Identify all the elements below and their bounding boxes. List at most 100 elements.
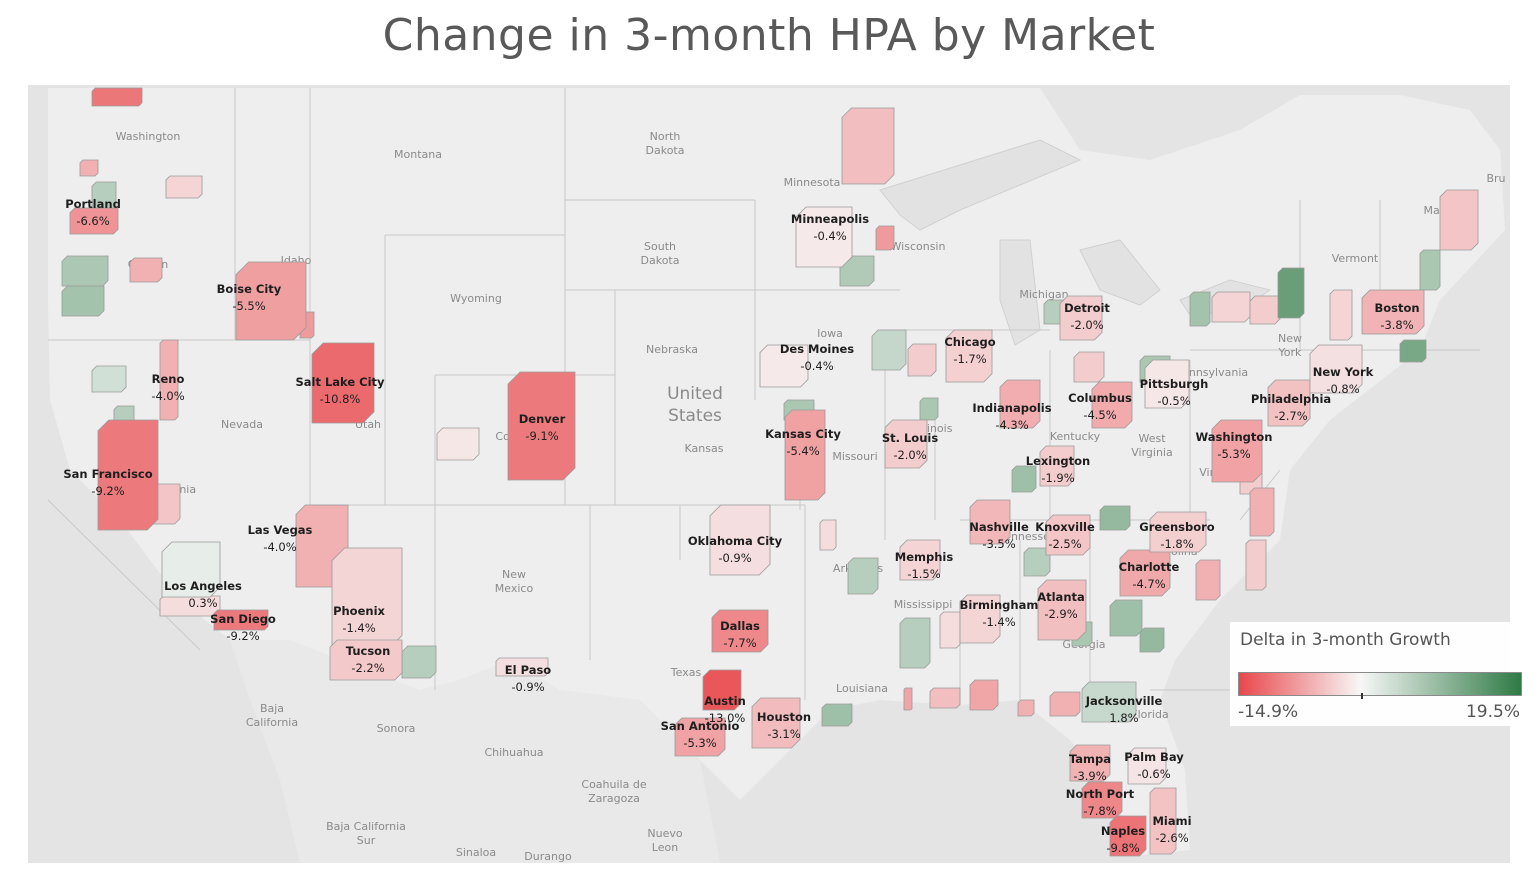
metro-area-shape[interactable] — [1399, 339, 1427, 363]
market-label-portland[interactable]: Portland -6.6% — [65, 197, 121, 228]
market-label-austin[interactable]: Austin -13.0% — [704, 694, 746, 725]
metro-area-shape[interactable] — [1277, 267, 1305, 319]
metro-area-shape[interactable] — [1329, 289, 1353, 341]
metro-area-shape[interactable] — [1017, 699, 1035, 717]
metro-area-shape[interactable] — [165, 175, 203, 199]
metro-area-shape[interactable] — [1195, 559, 1221, 601]
metro-area-shape[interactable] — [1073, 351, 1105, 383]
metro-shape-salt-lake-city[interactable] — [311, 342, 375, 424]
metro-shape-los-angeles[interactable] — [161, 541, 221, 598]
metro-shape-san-antonio[interactable] — [674, 717, 726, 757]
metro-area-shape[interactable] — [929, 687, 961, 709]
metro-shape-reno[interactable] — [159, 339, 179, 421]
market-label-lexington[interactable]: Lexington -1.9% — [1026, 454, 1091, 485]
metro-shape-greensboro[interactable] — [1149, 511, 1207, 553]
metro-shape-minneapolis[interactable] — [795, 206, 853, 268]
market-label-houston[interactable]: Houston -3.1% — [757, 710, 811, 741]
metro-shape-jacksonville[interactable] — [1081, 681, 1137, 723]
market-label-palm-bay[interactable]: Palm Bay -0.6% — [1124, 750, 1184, 781]
us-market-map[interactable]: Washington Montana North Dakota Minnesota Sou… — [28, 85, 1510, 863]
market-label-memphis[interactable]: Memphis -1.5% — [895, 550, 954, 581]
metro-area-shape[interactable] — [939, 611, 961, 649]
metro-shape-houston[interactable] — [751, 697, 801, 749]
metro-area-shape[interactable] — [61, 255, 109, 287]
metro-shape-st-louis[interactable] — [884, 419, 928, 469]
metro-area-shape[interactable] — [1211, 291, 1251, 323]
metro-shape-kansas-city[interactable] — [784, 409, 826, 501]
market-label-detroit[interactable]: Detroit -2.0% — [1064, 301, 1110, 332]
metro-area-shape[interactable] — [91, 87, 143, 107]
metro-area-shape[interactable] — [1049, 691, 1081, 717]
market-label-las-vegas[interactable]: Las Vegas -4.0% — [248, 523, 313, 554]
market-label-boise-city[interactable]: Boise City -5.5% — [217, 282, 282, 313]
metro-shape-pittsburgh[interactable] — [1144, 359, 1190, 409]
market-label-reno[interactable]: Reno -4.0% — [151, 372, 184, 403]
metro-area-shape[interactable] — [1011, 465, 1037, 493]
metro-shape-boise-city[interactable] — [235, 261, 307, 341]
metro-shape-birmingham[interactable] — [959, 594, 1001, 644]
market-label-new-york[interactable]: New York -0.8% — [1313, 365, 1374, 396]
metro-shape-des-moines[interactable] — [759, 344, 809, 388]
metro-shape-detroit[interactable] — [1059, 295, 1103, 341]
metro-area-shape[interactable] — [969, 679, 999, 711]
market-label-miami[interactable]: Miami -2.6% — [1152, 814, 1191, 845]
market-label-philadelphia[interactable]: Philadelphia -2.7% — [1251, 392, 1331, 423]
market-label-greensboro[interactable]: Greensboro -1.8% — [1139, 520, 1215, 551]
market-label-columbus[interactable]: Columbus -4.5% — [1068, 391, 1132, 422]
market-label-tucson[interactable]: Tucson -2.2% — [346, 644, 391, 675]
metro-area-shape[interactable] — [436, 427, 480, 461]
metro-shape-tampa[interactable] — [1069, 744, 1111, 782]
metro-area-shape[interactable] — [1419, 249, 1441, 291]
metro-area-shape[interactable] — [847, 557, 879, 595]
metro-area-shape[interactable] — [1439, 189, 1479, 251]
metro-area-shape[interactable] — [61, 285, 105, 317]
market-label-chicago[interactable]: Chicago -1.7% — [944, 335, 995, 366]
market-label-jacksonville[interactable]: Jacksonville 1.8% — [1085, 694, 1163, 725]
metro-area-shape[interactable] — [1099, 505, 1131, 531]
metro-area-shape[interactable] — [1139, 627, 1165, 653]
metro-shape-portland[interactable] — [69, 207, 119, 235]
metro-shape-boston[interactable] — [1361, 289, 1425, 335]
market-label-north-port[interactable]: North Port -7.8% — [1066, 787, 1135, 818]
metro-area-shape[interactable] — [79, 159, 99, 177]
market-label-indianapolis[interactable]: Indianapolis -4.3% — [972, 401, 1051, 432]
metro-shape-naples[interactable] — [1109, 815, 1147, 857]
market-label-el-paso[interactable]: El Paso -0.9% — [505, 663, 552, 694]
metro-area-shape[interactable] — [1189, 291, 1211, 327]
metro-area-shape[interactable] — [1109, 599, 1143, 637]
metro-shape-el-paso[interactable] — [495, 657, 549, 677]
metro-shape-atlanta[interactable] — [1037, 579, 1087, 641]
market-label-dallas[interactable]: Dallas -7.7% — [720, 619, 760, 650]
market-label-nashville[interactable]: Nashville -3.5% — [969, 520, 1029, 551]
market-label-salt-lake-city[interactable]: Salt Lake City -10.8% — [295, 375, 385, 406]
metro-shape-dallas[interactable] — [711, 609, 769, 653]
metro-shape-tucson[interactable] — [329, 639, 403, 681]
market-label-des-moines[interactable]: Des Moines -0.4% — [780, 342, 854, 373]
market-label-birmingham[interactable]: Birmingham -1.4% — [960, 598, 1039, 629]
market-label-san-francisco[interactable]: San Francisco -9.2% — [63, 467, 152, 498]
metro-shape-san-diego[interactable] — [213, 609, 269, 631]
market-label-tampa[interactable]: Tampa -3.9% — [1069, 752, 1111, 783]
metro-shape-indianapolis[interactable] — [999, 379, 1041, 429]
metro-area-shape[interactable] — [1245, 539, 1267, 591]
metro-shape-miami[interactable] — [1149, 787, 1177, 855]
market-label-charlotte[interactable]: Charlotte -4.7% — [1119, 560, 1180, 591]
metro-shape-new-york[interactable] — [1309, 344, 1363, 394]
metro-shape-denver[interactable] — [507, 371, 576, 481]
market-label-pittsburgh[interactable]: Pittsburgh -0.5% — [1140, 377, 1209, 408]
market-label-oklahoma-city[interactable]: Oklahoma City -0.9% — [688, 534, 783, 565]
metro-area-shape[interactable] — [871, 329, 907, 371]
metro-shape-knoxville[interactable] — [1045, 514, 1091, 556]
metro-area-shape[interactable] — [401, 645, 437, 679]
market-label-atlanta[interactable]: Atlanta -2.9% — [1037, 590, 1085, 621]
metro-shape-austin[interactable] — [702, 669, 742, 711]
metro-shape-palm-bay[interactable] — [1127, 747, 1167, 785]
market-label-phoenix[interactable]: Phoenix -1.4% — [333, 604, 385, 635]
metro-area-shape[interactable] — [875, 225, 895, 251]
metro-shape-washington[interactable] — [1211, 419, 1263, 483]
metro-area-shape[interactable] — [1249, 487, 1275, 537]
metro-shape-memphis[interactable] — [899, 539, 941, 581]
market-label-washington[interactable]: Washington -5.3% — [1195, 430, 1272, 461]
metro-shape-nashville[interactable] — [969, 499, 1011, 545]
market-label-san-diego[interactable]: San Diego -9.2% — [210, 612, 276, 643]
